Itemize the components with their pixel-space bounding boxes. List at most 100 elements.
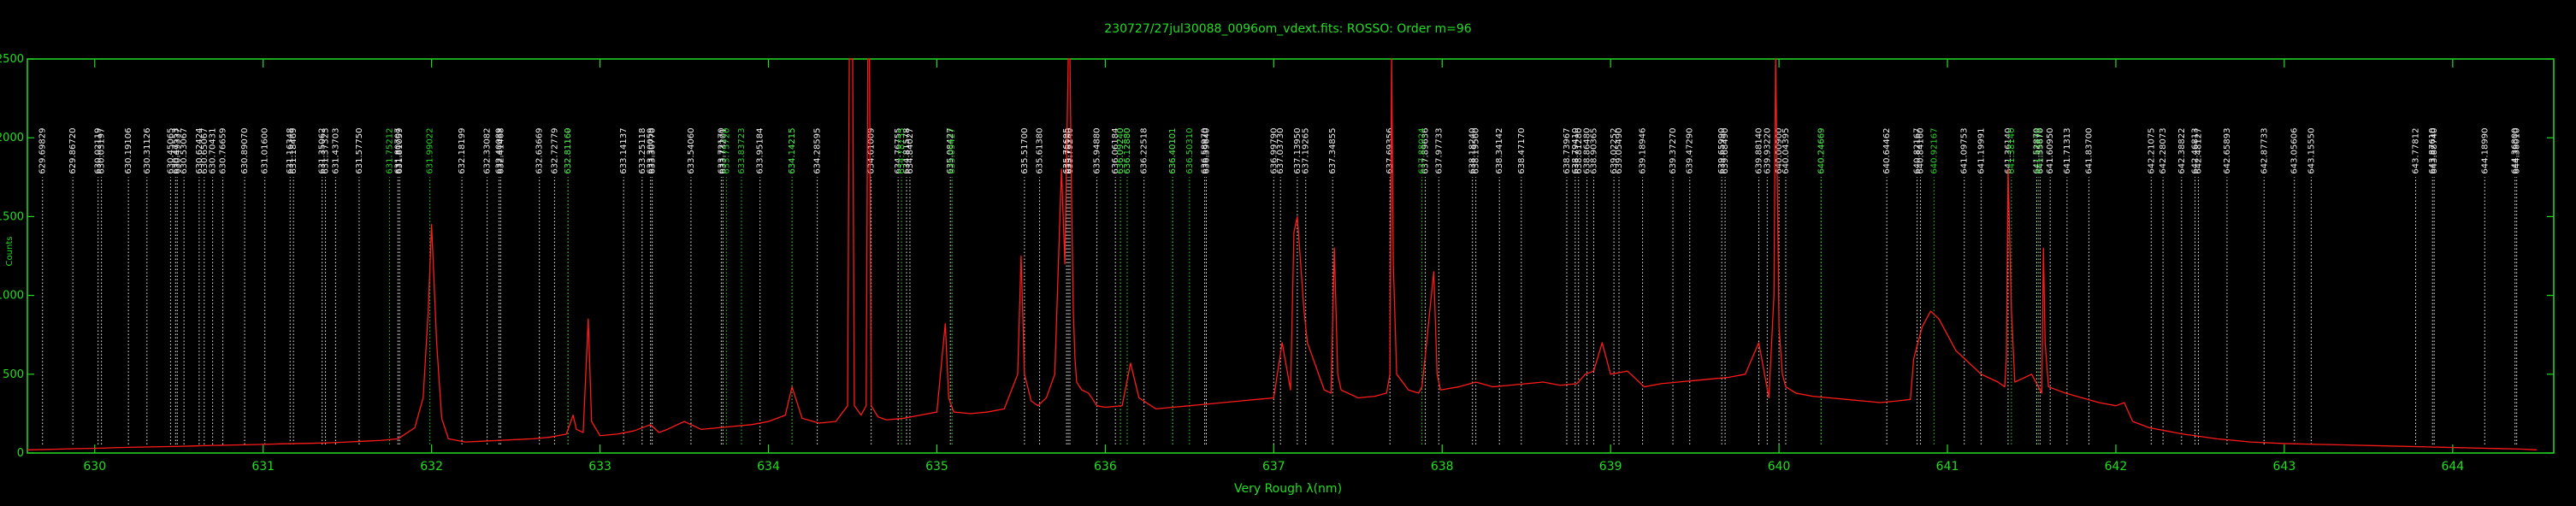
green-marker-label: 634.14215: [788, 128, 797, 174]
white-marker-label: 642.48127: [2194, 128, 2203, 174]
green-marker-label: 634.78755: [897, 128, 907, 174]
y-axis-label: Counts: [5, 237, 15, 267]
green-marker-label: 636.40101: [1168, 128, 1178, 174]
y-axis-ticks: 0 500 1000 1500 2000 2500: [0, 53, 2554, 460]
y-tick-label: 2000: [0, 132, 24, 144]
white-marker-label: 640.04395: [1781, 128, 1791, 174]
white-marker-label: 630.53067: [180, 128, 189, 174]
white-marker-label: 633.73201: [718, 128, 728, 174]
white-marker-label: 630.62424: [195, 128, 204, 174]
white-marker-label: 641.19991: [1976, 128, 1986, 174]
white-marker-label: 631.81059: [395, 128, 405, 174]
white-marker-label: 630.19106: [124, 128, 133, 174]
white-marker-label: 636.99790: [1269, 128, 1279, 174]
white-marker-label: 632.41468: [496, 128, 505, 174]
white-marker-label: 643.05606: [2290, 128, 2300, 174]
x-tick-label: 643: [2273, 460, 2296, 474]
x-axis-ticks: 630 631 632 633 634 635 636 637 638 639 640 641 642 6…: [83, 59, 2464, 474]
green-marker-label: 640.24669: [1817, 128, 1826, 174]
y-tick-label: 1500: [0, 210, 24, 223]
white-marker-label: 642.65893: [2223, 128, 2232, 174]
white-marker-label: 632.81160: [564, 128, 573, 174]
white-marker-label: 638.86480: [1583, 128, 1592, 174]
white-marker-label: 638.81280: [1575, 128, 1584, 174]
white-marker-label: 639.47290: [1686, 128, 1695, 174]
x-tick-label: 641: [1936, 460, 1959, 474]
white-marker-label: 641.55670: [2035, 128, 2045, 174]
white-marker-label: 640.84160: [1917, 128, 1926, 174]
white-marker-label: 644.18990: [2480, 128, 2490, 174]
white-marker-label: 638.73967: [1563, 128, 1572, 174]
green-marker-label: 633.75720: [722, 128, 731, 174]
white-marker-label: 641.83700: [2084, 128, 2094, 174]
x-tick-label: 633: [588, 460, 612, 474]
green-marker-label: 633.83723: [737, 128, 747, 174]
white-marker-label: 641.36140: [2004, 128, 2013, 174]
white-marker-label: 642.38822: [2177, 128, 2187, 174]
x-tick-label: 644: [2441, 460, 2464, 474]
white-marker-label: 633.72170: [717, 128, 726, 174]
white-marker-label: 629.69829: [38, 128, 48, 174]
white-marker-label: 630.49337: [173, 128, 182, 174]
white-marker-label: 637.34855: [1328, 128, 1338, 174]
white-marker-label: 637.19265: [1302, 128, 1311, 174]
white-marker-label: 637.97733: [1434, 128, 1444, 174]
white-marker-label: 634.28595: [813, 128, 823, 174]
white-marker-label: 638.34142: [1495, 128, 1504, 174]
white-marker-label: 636.22518: [1140, 128, 1149, 174]
white-marker-label: 635.08427: [946, 128, 955, 174]
white-marker-label: 632.72779: [550, 128, 559, 174]
line-marker-group-green: 631.75212 631.99022 632.81169 633.75720 633.…: [385, 128, 2043, 444]
white-marker-label: 643.77812: [2412, 128, 2421, 174]
white-marker-label: 633.30059: [647, 128, 656, 174]
x-tick-label: 640: [1768, 460, 1791, 474]
white-marker-label: 640.24669: [1817, 128, 1826, 174]
y-tick-label: 2500: [0, 53, 24, 66]
green-marker-label: 636.12880: [1123, 128, 1132, 174]
white-marker-label: 632.33082: [483, 128, 493, 174]
white-marker-label: 638.18240: [1468, 128, 1478, 174]
white-marker-label: 642.28073: [2159, 128, 2168, 174]
white-marker-label: 636.59640: [1202, 128, 1212, 174]
white-marker-label: 643.88740: [2430, 128, 2439, 174]
y-tick-label: 0: [17, 447, 24, 460]
white-marker-label: 639.37270: [1669, 128, 1678, 174]
white-marker-label: 631.57750: [355, 128, 364, 174]
y-tick-label: 500: [3, 368, 24, 381]
white-marker-label: 636.06184: [1111, 128, 1120, 174]
white-marker-label: 641.09753: [1960, 128, 1970, 174]
white-marker-label: 637.69356: [1385, 128, 1395, 174]
white-marker-label: 638.19560: [1472, 128, 1481, 174]
white-marker-label: 634.84027: [906, 128, 915, 174]
white-marker-label: 633.14137: [619, 128, 629, 174]
white-marker-label: 631.37323: [322, 128, 331, 174]
white-marker-label: 634.76755: [894, 128, 903, 174]
white-marker-label: 634.61009: [867, 128, 877, 174]
chart-title: 230727/27jul30088_0096om_vdext.fits: ROS…: [1104, 22, 1471, 36]
white-marker-label: 635.79240: [1066, 128, 1075, 174]
white-marker-label: 640.82167: [1913, 128, 1923, 174]
white-marker-label: 638.47170: [1517, 128, 1527, 174]
white-marker-label: 642.46813: [2191, 128, 2201, 174]
white-marker-label: 639.18946: [1639, 128, 1648, 174]
white-marker-label: 632.40089: [494, 128, 504, 174]
white-marker-label: 640.64462: [1882, 128, 1892, 174]
white-marker-label: 639.88140: [1754, 128, 1764, 174]
series-line: [27, 58, 2538, 450]
white-marker-label: 632.18199: [458, 128, 467, 174]
white-marker-label: 639.05490: [1615, 128, 1624, 174]
white-marker-label: 630.45065: [166, 128, 175, 174]
green-marker-label: 631.99022: [426, 128, 435, 174]
x-tick-label: 636: [1094, 460, 1117, 474]
x-tick-label: 639: [1599, 460, 1622, 474]
white-marker-label: 641.52870: [2032, 128, 2041, 174]
x-tick-label: 635: [925, 460, 948, 474]
green-marker-label: 636.09240: [1116, 128, 1126, 174]
white-marker-label: 638.79410: [1571, 128, 1580, 174]
white-marker-label: 633.54060: [687, 128, 696, 174]
green-marker-label: 641.53870: [2034, 128, 2043, 174]
x-tick-label: 638: [1431, 460, 1454, 474]
white-marker-label: 642.87733: [2260, 128, 2269, 174]
